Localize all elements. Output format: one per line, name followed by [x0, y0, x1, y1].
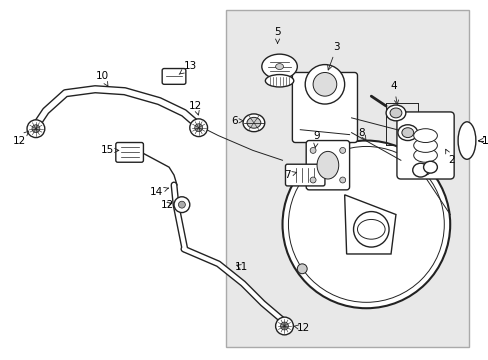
- Circle shape: [32, 125, 40, 132]
- Ellipse shape: [412, 163, 427, 177]
- Ellipse shape: [261, 54, 297, 79]
- FancyBboxPatch shape: [396, 112, 453, 179]
- Circle shape: [282, 140, 449, 308]
- FancyBboxPatch shape: [162, 68, 185, 84]
- Circle shape: [27, 120, 45, 138]
- Ellipse shape: [243, 114, 264, 132]
- Text: 11: 11: [234, 262, 247, 272]
- Text: 1: 1: [481, 136, 488, 145]
- Text: 7: 7: [284, 170, 296, 180]
- Circle shape: [174, 197, 189, 212]
- Text: 2: 2: [445, 149, 453, 165]
- Bar: [225, 10, 468, 347]
- Circle shape: [305, 64, 344, 104]
- Circle shape: [339, 148, 345, 153]
- Ellipse shape: [413, 129, 436, 143]
- Ellipse shape: [423, 161, 436, 173]
- Text: 15: 15: [101, 145, 119, 156]
- Circle shape: [280, 322, 288, 330]
- Circle shape: [309, 177, 315, 183]
- Circle shape: [275, 317, 293, 335]
- Ellipse shape: [265, 75, 293, 87]
- Ellipse shape: [401, 128, 413, 138]
- FancyBboxPatch shape: [292, 72, 357, 143]
- Text: 3: 3: [327, 42, 339, 70]
- Circle shape: [189, 119, 207, 136]
- Ellipse shape: [413, 139, 436, 152]
- Text: 1: 1: [481, 136, 488, 145]
- Text: 12: 12: [293, 323, 309, 333]
- Circle shape: [297, 264, 306, 274]
- FancyBboxPatch shape: [116, 143, 143, 162]
- Text: 4: 4: [390, 81, 398, 104]
- Text: 5: 5: [274, 27, 280, 43]
- Polygon shape: [344, 195, 395, 254]
- Text: 6: 6: [230, 116, 243, 126]
- FancyBboxPatch shape: [305, 140, 349, 190]
- Ellipse shape: [397, 125, 417, 140]
- Text: 8: 8: [357, 128, 366, 140]
- Circle shape: [306, 165, 316, 175]
- FancyBboxPatch shape: [285, 164, 324, 186]
- Text: 14: 14: [149, 187, 168, 197]
- Ellipse shape: [316, 152, 338, 179]
- Ellipse shape: [457, 122, 475, 159]
- Ellipse shape: [246, 117, 260, 128]
- Text: 10: 10: [95, 71, 108, 87]
- Text: 1: 1: [478, 136, 488, 145]
- Ellipse shape: [275, 64, 283, 69]
- Text: 9: 9: [313, 131, 320, 148]
- Circle shape: [353, 212, 388, 247]
- Ellipse shape: [386, 105, 405, 121]
- Circle shape: [420, 165, 429, 175]
- Text: 13: 13: [179, 60, 197, 74]
- Text: 12: 12: [189, 101, 202, 115]
- Text: 12: 12: [13, 131, 29, 145]
- Circle shape: [339, 177, 345, 183]
- Circle shape: [309, 148, 315, 153]
- Ellipse shape: [413, 148, 436, 162]
- Text: 12: 12: [160, 200, 173, 210]
- Circle shape: [312, 72, 336, 96]
- Circle shape: [194, 124, 202, 132]
- Circle shape: [178, 201, 185, 208]
- Ellipse shape: [389, 108, 401, 118]
